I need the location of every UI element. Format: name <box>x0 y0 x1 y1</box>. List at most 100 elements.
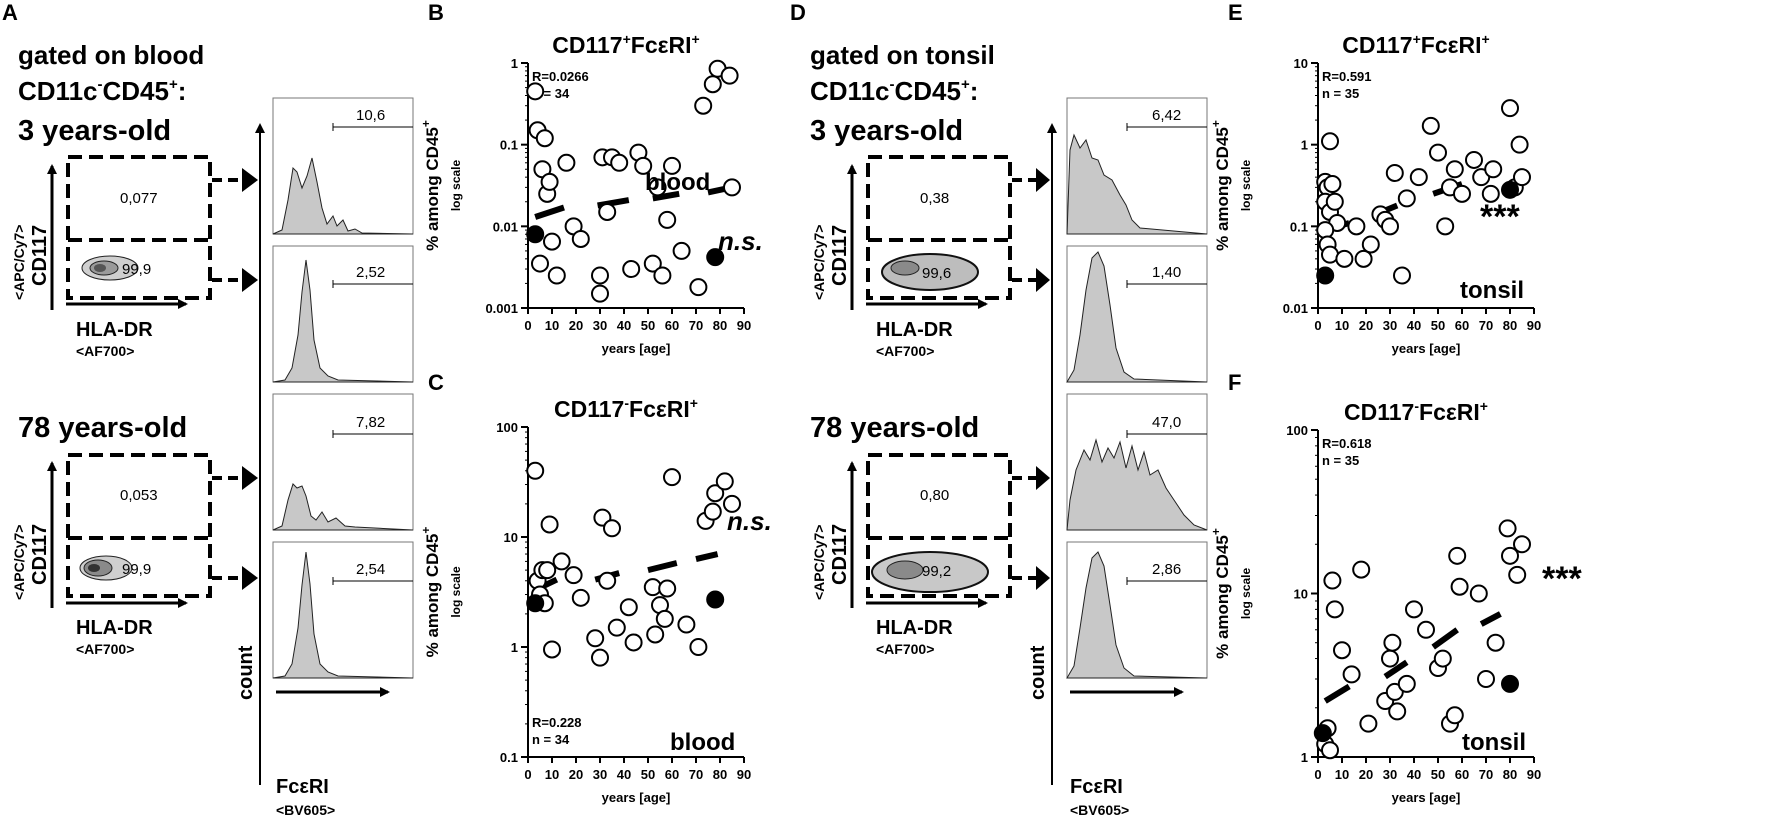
panel-letter: C <box>428 370 444 395</box>
data-point <box>677 615 696 634</box>
x-tick-label: 10 <box>545 767 559 782</box>
x-tick-label: 0 <box>524 318 531 333</box>
x-tick-label: 50 <box>1431 318 1445 333</box>
x-tick-label: 10 <box>1335 318 1349 333</box>
y-tick-label: 0.1 <box>500 750 518 765</box>
gate-value-lower: 99,6 <box>922 265 951 282</box>
stat-r-value: R=0.228 <box>532 715 582 730</box>
x-tick-label: 40 <box>1407 318 1421 333</box>
data-point-highlight <box>706 590 725 609</box>
data-point <box>1477 669 1495 688</box>
y-tick-label: 10 <box>504 530 518 545</box>
data-point <box>658 579 677 598</box>
data-point <box>1325 192 1344 211</box>
significance-label: n.s. <box>727 506 772 536</box>
stat-r-value: R=0.591 <box>1322 69 1372 84</box>
data-point <box>1321 132 1339 151</box>
count-label: count <box>235 645 257 700</box>
x-tick-label: 60 <box>665 767 679 782</box>
histogram: 2,52 <box>272 245 414 383</box>
data-point <box>1486 633 1505 652</box>
y-tick-label: 1 <box>511 640 518 655</box>
trend-segment <box>534 204 565 220</box>
x-tick-label: 80 <box>1503 318 1517 333</box>
data-point <box>1417 620 1435 639</box>
trend-segment <box>695 551 719 562</box>
x-tick-label: 70 <box>689 318 703 333</box>
x-axis-marker: HLA-DR <box>876 319 953 341</box>
histogram-value: 2,52 <box>356 264 385 281</box>
tissue-label: blood <box>670 729 735 756</box>
data-point-highlight <box>706 248 725 267</box>
trend-segment <box>1431 627 1459 650</box>
y-axis-label: % among CD45+ <box>419 120 442 251</box>
data-point <box>1448 546 1467 565</box>
histogram-value: 2,86 <box>1152 561 1181 578</box>
x-tick-label: 60 <box>665 318 679 333</box>
data-point <box>624 633 643 652</box>
x-tick-label: 60 <box>1455 767 1469 782</box>
trend-segment <box>1383 659 1409 680</box>
age-label-young: 3 years-old <box>810 115 963 147</box>
cell-cluster <box>81 255 139 281</box>
data-point-highlight <box>1501 180 1519 199</box>
data-point <box>723 494 741 513</box>
x-tick-label: 90 <box>1527 318 1541 333</box>
data-point <box>703 75 722 94</box>
histogram: 6,42 <box>1066 97 1208 235</box>
data-point <box>619 598 638 617</box>
x-axis-label: years [age] <box>1392 341 1461 356</box>
panel-letter: E <box>1228 0 1243 25</box>
y-axis-label: % among CD45+ <box>419 527 442 658</box>
x-tick-label: 60 <box>1455 318 1469 333</box>
data-point <box>1453 184 1471 203</box>
data-point <box>586 629 605 648</box>
data-point <box>658 210 677 229</box>
data-point <box>622 260 641 279</box>
data-point <box>1405 600 1423 619</box>
data-point <box>672 241 691 260</box>
data-point <box>706 484 725 503</box>
tissue-label: blood <box>645 169 710 196</box>
x-tick-label: 90 <box>737 318 751 333</box>
data-point <box>1421 116 1440 135</box>
cell-cluster <box>79 555 133 581</box>
data-point <box>547 266 566 285</box>
gate-value-upper: 0,80 <box>920 487 949 504</box>
data-point <box>1433 649 1452 668</box>
data-point <box>1436 217 1455 236</box>
count-label: count <box>1027 645 1049 700</box>
histogram-stack: count 10,6 2,52 7,82 <box>235 97 414 818</box>
data-point <box>648 178 667 197</box>
age-label-old: 78 years-old <box>18 412 187 444</box>
hist-x-marker: FcεRI <box>276 776 329 798</box>
x-tick-label: 0 <box>1314 767 1321 782</box>
gate-population: CD11c-CD45+: <box>18 76 186 106</box>
data-point <box>1316 221 1335 240</box>
age-label-old: 78 years-old <box>810 412 979 444</box>
data-point <box>526 82 545 101</box>
data-point <box>1513 168 1531 187</box>
y-tick-label: 0.1 <box>500 138 518 153</box>
data-point <box>715 472 734 491</box>
y-tick-label: 100 <box>496 420 518 435</box>
x-tick-label: 40 <box>1407 767 1421 782</box>
y-tick-label: 100 <box>1286 423 1308 438</box>
data-point <box>591 284 609 303</box>
panel-letter: F <box>1228 370 1241 395</box>
histogram: 2,54 <box>272 541 414 679</box>
x-tick-label: 50 <box>641 318 655 333</box>
y-axis-sublabel: log scale <box>449 566 463 618</box>
y-axis-fluor: <APC/Cy7> <box>811 225 827 300</box>
trend-segment <box>652 190 680 202</box>
x-tick-label: 70 <box>689 767 703 782</box>
data-point <box>653 266 672 285</box>
x-tick-label: 50 <box>641 767 655 782</box>
x-tick-label: 50 <box>1431 767 1445 782</box>
significance-label: n.s. <box>718 226 763 256</box>
data-point <box>1501 546 1519 565</box>
y-tick-label: 1 <box>1301 750 1308 765</box>
gate-arrows <box>212 168 258 590</box>
data-point <box>1359 714 1378 733</box>
